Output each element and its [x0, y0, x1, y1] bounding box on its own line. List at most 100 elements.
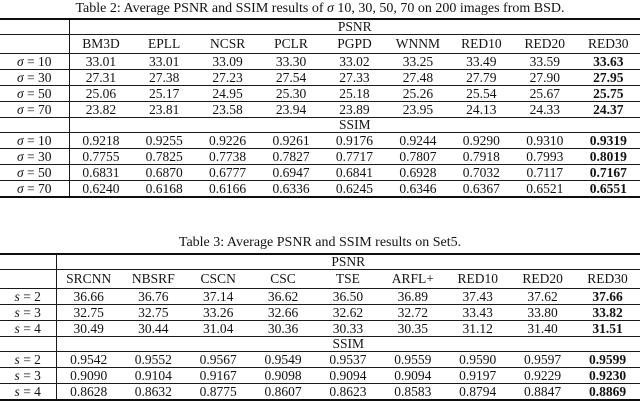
value-cell: 37.43	[445, 288, 511, 305]
value-cell: 30.36	[250, 320, 316, 337]
metric-header-row: SSIM	[0, 336, 640, 352]
value-cell: 33.43	[445, 304, 511, 321]
data-row: s = 2 0.9542 0.9552 0.9567 0.9549 0.9537 0.955…	[0, 351, 640, 368]
method-header-cell: PGPD	[322, 34, 387, 54]
row-symbol: s	[14, 321, 20, 337]
table3: PSNR SRCNN NBSRF CSCN CSC TSE ARFL+ RED10 RED20 R…	[0, 253, 640, 401]
value-cell: 32.62	[315, 304, 381, 321]
data-row: s = 3 32.75 32.75 33.26 32.66 32.62 32.72 33.43…	[0, 304, 640, 321]
value-cell: 0.9290	[449, 132, 514, 149]
value-cell: 0.9537	[315, 351, 381, 368]
method-header-cell: ARFL+	[380, 269, 446, 289]
value-cell: 0.9176	[322, 132, 387, 149]
row-symbol: σ	[16, 133, 24, 149]
value-cell: 33.49	[449, 53, 514, 70]
method-header-cell: RED20	[513, 34, 577, 54]
value-cell: 0.6870	[132, 164, 196, 181]
data-row: σ = 10 33.01 33.01 33.09 33.30 33.02 33.25 33.4…	[0, 53, 640, 70]
value-cell: 33.80	[510, 304, 575, 321]
value-cell: 36.50	[315, 288, 381, 305]
value-cell: 0.6831	[69, 164, 133, 181]
value-cell: 0.6166	[195, 180, 260, 198]
value-cell: 33.63	[576, 53, 640, 70]
value-cell: 23.81	[132, 101, 196, 118]
value-cell: 25.26	[386, 85, 450, 102]
method-header-cell: RED10	[445, 269, 511, 289]
value-cell: 23.58	[195, 101, 260, 118]
value-cell: 23.89	[322, 101, 387, 118]
row-symbol: σ	[16, 165, 24, 181]
value-cell: 31.40	[510, 320, 575, 337]
data-row: σ = 10 0.9218 0.9255 0.9226 0.9261 0.9176 0.92…	[0, 132, 640, 149]
value-cell: 32.75	[56, 304, 121, 321]
metric-label-cell: SSIM	[56, 336, 640, 352]
value-cell: 0.6928	[386, 164, 450, 181]
value-cell: 25.67	[513, 85, 577, 102]
value-cell: 0.8628	[56, 383, 121, 401]
value-cell: 0.8019	[576, 148, 640, 165]
value-cell: 0.9599	[575, 351, 640, 368]
value-cell: 32.75	[120, 304, 186, 321]
row-symbol: σ	[16, 70, 24, 86]
value-cell: 32.72	[380, 304, 446, 321]
row-symbol: s	[14, 289, 20, 305]
value-cell: 25.54	[449, 85, 514, 102]
value-cell: 31.51	[575, 320, 640, 337]
table-3-grid: PSNR SRCNN NBSRF CSCN CSC TSE ARFL+ RED10 RED20 R…	[0, 253, 640, 401]
value-cell: 0.6240	[69, 180, 133, 198]
data-row: σ = 30 0.7755 0.7825 0.7738 0.7827 0.7717 0.78…	[0, 148, 640, 165]
value-cell: 0.7032	[449, 164, 514, 181]
value-cell: 27.79	[449, 69, 514, 86]
metric-label-cell: SSIM	[69, 117, 640, 133]
value-cell: 23.94	[259, 101, 323, 118]
value-cell: 0.6841	[322, 164, 387, 181]
value-cell: 24.33	[513, 101, 577, 118]
value-cell: 25.06	[69, 85, 133, 102]
value-cell: 25.18	[322, 85, 387, 102]
row-symbol: s	[14, 384, 20, 399]
value-cell: 0.9559	[380, 351, 446, 368]
method-header-cell: RED30	[575, 269, 640, 289]
method-header-cell: BM3D	[69, 34, 133, 54]
value-cell: 25.75	[576, 85, 640, 102]
value-cell: 0.6168	[132, 180, 196, 198]
value-cell: 0.6245	[322, 180, 387, 198]
value-cell: 33.59	[513, 53, 577, 70]
method-header-cell: CSC	[250, 269, 316, 289]
value-cell: 33.25	[386, 53, 450, 70]
method-header-row: SRCNN NBSRF CSCN CSC TSE ARFL+ RED10 RED20 RED30	[0, 269, 640, 289]
table3-caption-pre: Table 3: Average PSNR and SSIM results o…	[178, 235, 462, 250]
value-cell: 33.82	[575, 304, 640, 321]
value-cell: 0.8794	[445, 383, 511, 401]
value-cell: 0.8869	[575, 383, 640, 401]
data-row: σ = 50 0.6831 0.6870 0.6777 0.6947 0.6841 0.69…	[0, 164, 640, 181]
table2-caption-pre: Table 2: Average PSNR and SSIM results o…	[75, 1, 327, 16]
table-2-grid: PSNR BM3D EPLL NCSR PCLR PGPD WNNM RED10 RED20 RE…	[0, 18, 640, 198]
value-cell: 0.6947	[259, 164, 323, 181]
value-cell: 24.37	[576, 101, 640, 118]
metric-label-cell: PSNR	[69, 18, 640, 35]
value-cell: 30.44	[120, 320, 186, 337]
value-cell: 0.9226	[195, 132, 260, 149]
method-header-cell: RED20	[510, 269, 575, 289]
value-cell: 23.82	[69, 101, 133, 118]
value-cell: 27.54	[259, 69, 323, 86]
value-cell: 0.6777	[195, 164, 260, 181]
method-header-cell: EPLL	[132, 34, 196, 54]
value-cell: 0.9197	[445, 367, 511, 384]
value-cell: 0.9597	[510, 351, 575, 368]
value-cell: 27.38	[132, 69, 196, 86]
value-cell: 36.89	[380, 288, 446, 305]
row-symbol: σ	[16, 86, 24, 102]
row-symbol: s	[14, 368, 20, 384]
value-cell: 27.33	[322, 69, 387, 86]
metric-label-cell: PSNR	[56, 253, 640, 270]
value-cell: 0.9229	[510, 367, 575, 384]
value-cell: 0.6346	[386, 180, 450, 198]
value-cell: 24.95	[195, 85, 260, 102]
value-cell: 33.26	[185, 304, 251, 321]
value-cell: 0.9567	[185, 351, 251, 368]
value-cell: 33.01	[132, 53, 196, 70]
empty-label-cell	[0, 117, 70, 133]
